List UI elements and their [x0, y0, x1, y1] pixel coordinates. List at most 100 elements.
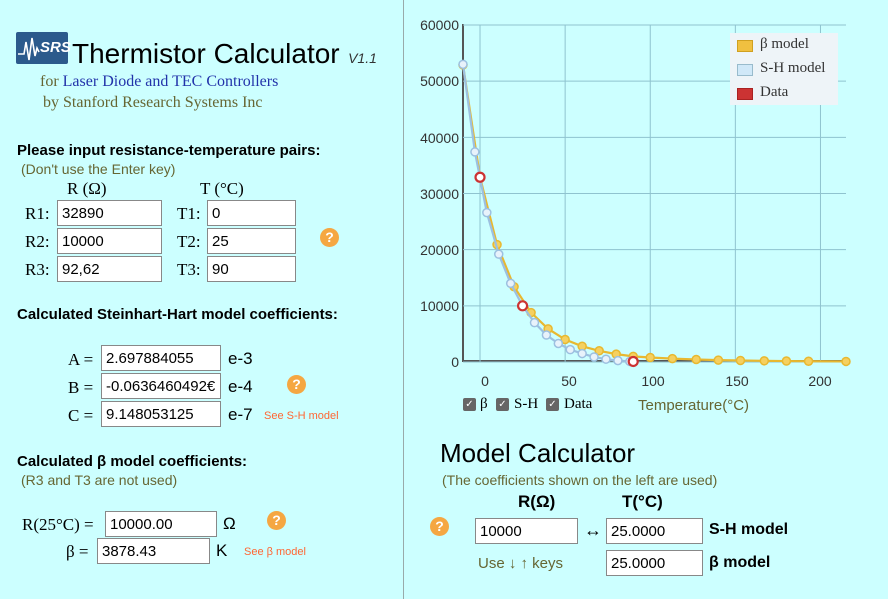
data-point — [627, 355, 639, 368]
beta-model-point — [735, 355, 746, 366]
beta-model-point — [667, 353, 678, 364]
model-col-t: T(°C) — [622, 492, 663, 511]
left-panel: SRS Thermistor Calculator V1.1 for Laser… — [0, 0, 404, 599]
model-help-icon[interactable]: ? — [430, 517, 449, 536]
byline: by Stanford Research Systems Inc — [43, 94, 263, 111]
coeff-a-input[interactable] — [101, 345, 221, 371]
sh-model-point — [565, 344, 575, 355]
sh-model-point — [529, 317, 540, 328]
app-title: Thermistor Calculator V1.1 — [72, 38, 377, 70]
subtitle-prefix: for — [40, 73, 59, 90]
inputs-help-icon[interactable]: ? — [320, 228, 339, 247]
y-tick-label: 50000 — [420, 73, 459, 89]
title-text: Thermistor Calculator — [72, 38, 340, 69]
inputs-note: (Don't use the Enter key) — [21, 161, 176, 177]
coeff-b-label: B = — [68, 378, 94, 397]
y-tick-label: 10000 — [420, 298, 459, 314]
coeff-a-label: A = — [68, 350, 94, 369]
r2-input[interactable] — [57, 228, 162, 254]
legend-swatch-sh — [737, 64, 753, 76]
sh-model-point — [541, 330, 552, 340]
logo-text: SRS — [40, 39, 71, 56]
model-calc-note: (The coefficients shown on the left are … — [442, 472, 718, 488]
r3-label: R3: — [25, 260, 50, 279]
beta-input[interactable] — [97, 538, 210, 564]
model-r-input[interactable] — [475, 518, 578, 544]
subtitle-link[interactable]: Laser Diode and TEC Controllers — [62, 73, 279, 90]
x-tick-label: 150 — [725, 373, 749, 389]
x-tick-label: 100 — [641, 373, 665, 389]
beta-model-line — [461, 64, 847, 363]
x-tick-label: 0 — [481, 373, 489, 389]
coeff-a-exp: e-3 — [228, 349, 253, 368]
r3-input[interactable] — [57, 256, 162, 282]
sh-model-label: S-H model — [709, 521, 789, 538]
model-col-r: R(Ω) — [518, 492, 556, 511]
sh-help-icon[interactable]: ? — [287, 375, 306, 394]
col-r-header: R (Ω) — [67, 179, 107, 198]
sh-model-point — [505, 278, 516, 289]
sh-section-title: Calculated Steinhart-Hart model coeffici… — [17, 306, 338, 323]
sh-model-point — [458, 59, 468, 70]
sh-model-point — [577, 348, 587, 359]
coeff-b-input[interactable] — [101, 373, 221, 399]
legend-swatch-data — [737, 88, 753, 100]
beta-model-point — [560, 334, 570, 345]
x-tick-label: 200 — [808, 373, 832, 389]
sh-model-point — [589, 352, 599, 362]
t1-input[interactable] — [207, 200, 296, 226]
beta-unit: K — [216, 541, 228, 560]
t3-input[interactable] — [207, 256, 296, 282]
srs-logo: SRS — [16, 32, 71, 64]
beta-section-title: Calculated β model coefficients: — [17, 453, 248, 470]
convert-arrow: ↔ — [584, 520, 602, 540]
chart-legend: β model S-H model Data — [730, 33, 838, 105]
y-tick-label: 60000 — [420, 17, 459, 33]
sh-checkbox[interactable]: ✓ — [496, 398, 509, 411]
see-sh-model-link[interactable]: See S-H model — [264, 410, 339, 422]
beta-model-point — [781, 356, 792, 366]
sh-model-point — [553, 338, 564, 349]
t2-label: T2: — [177, 232, 201, 251]
x-axis-label: Temperature(°C) — [638, 397, 750, 414]
model-t-sh-input[interactable] — [606, 518, 703, 544]
sh-model-point — [482, 207, 492, 218]
logo-waveform-icon — [18, 37, 40, 61]
r25-unit: Ω — [223, 514, 236, 533]
beta-model-point — [594, 346, 604, 356]
beta-note: (R3 and T3 are not used) — [21, 472, 178, 488]
sh-model-line — [461, 64, 634, 363]
beta-model-point — [645, 352, 655, 363]
sh-checkbox-label: S-H — [514, 396, 539, 412]
r2-label: R2: — [25, 232, 50, 251]
beta-model-point — [759, 356, 770, 366]
r1-label: R1: — [25, 204, 50, 223]
keys-hint: Use ↓ ↑ keys — [478, 555, 564, 572]
beta-model-label: β model — [709, 554, 771, 571]
sh-model-point — [613, 355, 623, 366]
y-tick-label: 40000 — [420, 130, 459, 146]
x-tick-label: 50 — [561, 373, 577, 389]
sh-model-point — [601, 354, 611, 364]
coeff-b-exp: e-4 — [228, 377, 253, 396]
data-point — [474, 171, 486, 183]
beta-model-point — [691, 354, 701, 365]
legend-swatch-beta — [737, 40, 753, 52]
beta-checkbox-label: β — [480, 396, 488, 412]
legend-label-beta: β model — [760, 36, 809, 52]
legend-label-data: Data — [760, 84, 789, 100]
t2-input[interactable] — [207, 228, 296, 254]
data-checkbox[interactable]: ✓ — [546, 398, 559, 411]
beta-checkbox[interactable]: ✓ — [463, 398, 476, 411]
coeff-c-input[interactable] — [101, 401, 221, 427]
beta-help-icon[interactable]: ? — [267, 511, 286, 530]
y-tick-label: 0 — [451, 354, 459, 370]
coeff-c-label: C = — [68, 406, 94, 425]
r1-input[interactable] — [57, 200, 162, 226]
model-t-beta-input[interactable] — [606, 550, 703, 576]
subtitle: for Laser Diode and TEC Controllers — [40, 73, 278, 91]
y-tick-label: 30000 — [420, 186, 459, 202]
r25-input[interactable] — [105, 511, 217, 537]
see-beta-model-link[interactable]: See β model — [244, 546, 306, 558]
